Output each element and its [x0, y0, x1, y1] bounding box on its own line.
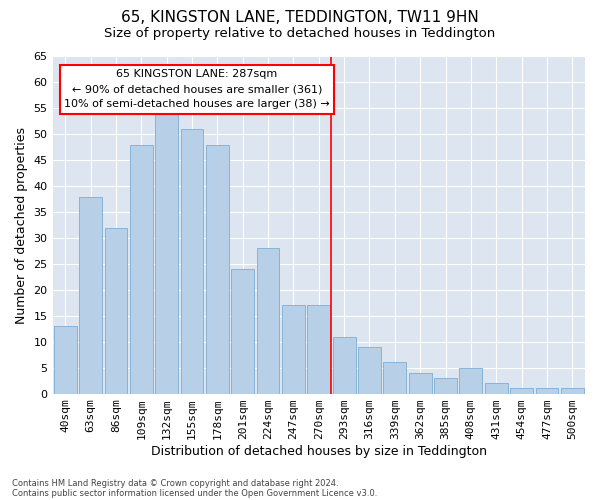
Bar	[130, 144, 152, 394]
Bar	[307, 306, 330, 394]
Bar	[333, 336, 356, 394]
Bar	[181, 129, 203, 394]
Bar	[231, 269, 254, 394]
Bar	[510, 388, 533, 394]
Bar	[536, 388, 559, 394]
Bar	[79, 196, 102, 394]
Text: Contains public sector information licensed under the Open Government Licence v3: Contains public sector information licen…	[12, 488, 377, 498]
Bar	[282, 306, 305, 394]
Bar	[460, 368, 482, 394]
Bar	[155, 114, 178, 394]
Bar	[434, 378, 457, 394]
Bar	[206, 144, 229, 394]
Bar	[104, 228, 127, 394]
Y-axis label: Number of detached properties: Number of detached properties	[15, 126, 28, 324]
Bar	[54, 326, 77, 394]
Bar	[409, 373, 431, 394]
Bar	[561, 388, 584, 394]
Text: Contains HM Land Registry data © Crown copyright and database right 2024.: Contains HM Land Registry data © Crown c…	[12, 478, 338, 488]
Bar	[485, 383, 508, 394]
X-axis label: Distribution of detached houses by size in Teddington: Distribution of detached houses by size …	[151, 444, 487, 458]
Text: 65 KINGSTON LANE: 287sqm
← 90% of detached houses are smaller (361)
10% of semi-: 65 KINGSTON LANE: 287sqm ← 90% of detach…	[64, 70, 330, 109]
Text: Size of property relative to detached houses in Teddington: Size of property relative to detached ho…	[104, 28, 496, 40]
Bar	[257, 248, 280, 394]
Bar	[358, 347, 381, 394]
Text: 65, KINGSTON LANE, TEDDINGTON, TW11 9HN: 65, KINGSTON LANE, TEDDINGTON, TW11 9HN	[121, 10, 479, 25]
Bar	[383, 362, 406, 394]
